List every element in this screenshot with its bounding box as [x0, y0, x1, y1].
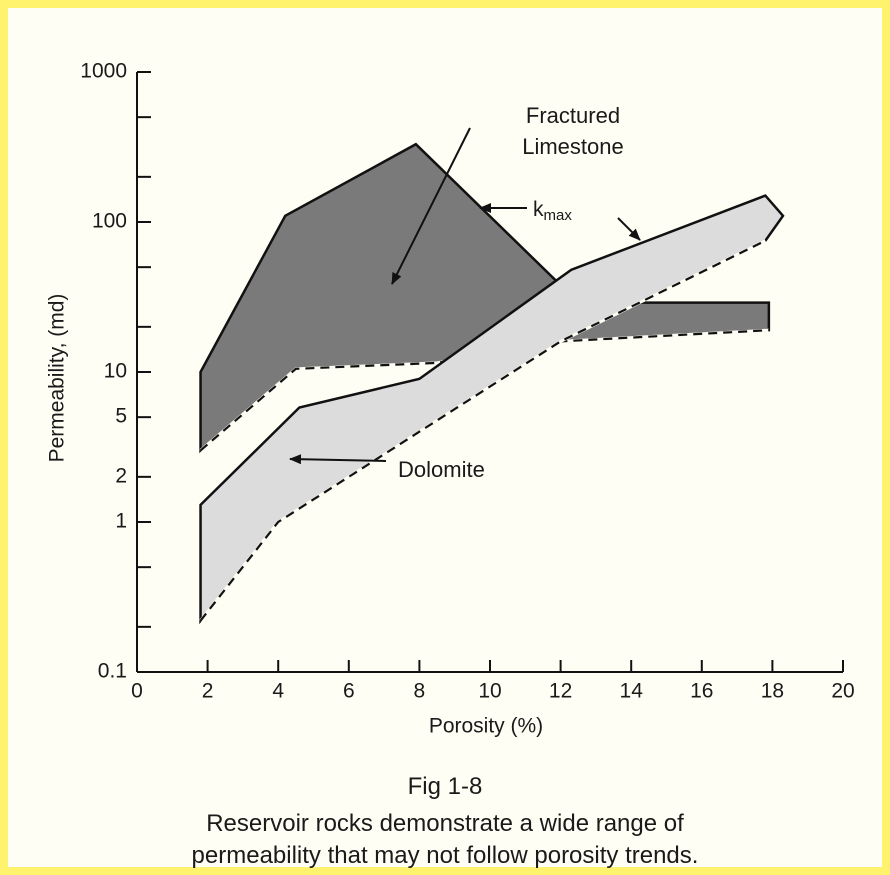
x-tick-label: 20: [831, 680, 854, 703]
x-tick-label: 8: [414, 680, 426, 703]
x-tick-label: 2: [202, 680, 214, 703]
x-axis-label: Porosity (%): [429, 715, 543, 738]
y-tick-label: 10: [104, 360, 127, 383]
x-tick-label: 0: [131, 680, 143, 703]
caption-line: Fig 1-8: [407, 773, 483, 800]
regions: [199, 142, 785, 625]
lower-bound: [199, 239, 766, 622]
x-tick-label: 16: [690, 680, 713, 703]
series-label: Dolomite: [398, 457, 485, 482]
caption-line: Reservoir rocks demonstrate a wide range…: [206, 810, 684, 837]
annotation-arrow: [391, 127, 471, 285]
annotation-arrow: [617, 217, 641, 241]
axes: [136, 71, 844, 673]
x-tick-label: 4: [272, 680, 284, 703]
x-tick-label: 6: [343, 680, 355, 703]
y-tick-label: 5: [115, 405, 127, 428]
annotation-arrow: [289, 454, 387, 465]
region: [199, 142, 771, 454]
lower-bound: [199, 329, 769, 452]
y-tick-label: 2: [115, 464, 127, 487]
x-tick-label: 12: [549, 680, 572, 703]
y-tick-label: 100: [92, 210, 127, 233]
y-tick-label: 0.1: [98, 660, 127, 683]
x-tick-label: 18: [761, 680, 784, 703]
annotation-subscript: max: [544, 207, 573, 224]
x-tick-label: 10: [478, 680, 501, 703]
y-tick-label: 1000: [80, 60, 127, 83]
caption-line: permeability that may not follow porosit…: [191, 842, 699, 869]
x-tick-label: 14: [620, 680, 644, 703]
series-label: Fractured Limestone: [522, 103, 624, 159]
annotation-text: k: [533, 198, 544, 221]
y-axis-label: Permeability, (md): [46, 294, 69, 463]
kmax-label: kmax: [533, 198, 572, 224]
y-tick-label: 1: [115, 510, 127, 533]
